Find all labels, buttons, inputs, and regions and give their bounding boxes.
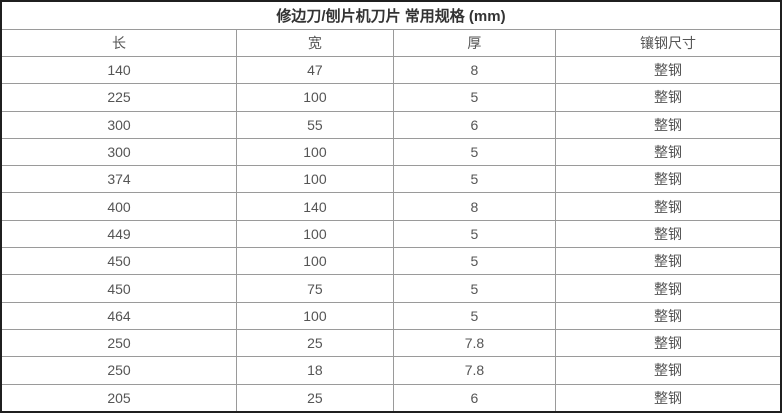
table-row: 300 100 5 整钢 [0,137,782,167]
cell-width: 55 [236,110,394,139]
cell-thickness: 6 [392,383,557,413]
cell-steel-size: 整钢 [555,192,782,221]
cell-width: 100 [236,83,394,112]
cell-steel-size: 整钢 [555,110,782,139]
table-row: 205 25 6 整钢 [0,383,782,413]
cell-steel-size: 整钢 [555,83,782,112]
cell-steel-size: 整钢 [555,356,782,385]
column-header-thickness: 厚 [392,29,557,57]
cell-width: 100 [236,137,394,167]
cell-steel-size: 整钢 [555,328,782,358]
cell-length: 464 [0,301,238,330]
column-header-length: 长 [0,29,238,57]
cell-length: 140 [0,55,238,85]
cell-length: 205 [0,383,238,413]
cell-length: 374 [0,165,238,194]
cell-thickness: 5 [392,274,557,303]
cell-steel-size: 整钢 [555,274,782,303]
cell-width: 18 [236,356,394,385]
cell-thickness: 5 [392,137,557,167]
column-header-width: 宽 [236,29,394,57]
cell-width: 100 [236,247,394,276]
cell-steel-size: 整钢 [555,55,782,85]
cell-thickness: 8 [392,55,557,85]
cell-thickness: 5 [392,83,557,112]
cell-width: 25 [236,383,394,413]
cell-thickness: 5 [392,219,557,249]
cell-length: 250 [0,328,238,358]
table-row: 374 100 5 整钢 [0,165,782,194]
cell-thickness: 5 [392,301,557,330]
table-row: 225 100 5 整钢 [0,83,782,112]
cell-width: 100 [236,301,394,330]
cell-width: 25 [236,328,394,358]
cell-thickness: 7.8 [392,328,557,358]
cell-length: 300 [0,137,238,167]
cell-width: 100 [236,165,394,194]
table-row: 400 140 8 整钢 [0,192,782,221]
cell-length: 400 [0,192,238,221]
table-header-row: 长 宽 厚 镶钢尺寸 [0,29,782,57]
cell-thickness: 6 [392,110,557,139]
table-row: 450 75 5 整钢 [0,274,782,303]
cell-thickness: 8 [392,192,557,221]
cell-length: 300 [0,110,238,139]
cell-length: 250 [0,356,238,385]
table-row: 250 25 7.8 整钢 [0,328,782,358]
table-title-row: 修边刀/刨片机刀片 常用规格 (mm) [1,1,781,30]
cell-length: 225 [0,83,238,112]
table-row: 450 100 5 整钢 [0,247,782,276]
cell-width: 100 [236,219,394,249]
table-row: 464 100 5 整钢 [0,301,782,330]
cell-length: 450 [0,274,238,303]
cell-steel-size: 整钢 [555,219,782,249]
cell-length: 450 [0,247,238,276]
cell-width: 75 [236,274,394,303]
cell-width: 47 [236,55,394,85]
table-row: 300 55 6 整钢 [0,110,782,139]
cell-length: 449 [0,219,238,249]
table-row: 140 47 8 整钢 [0,55,782,85]
column-header-steel-size: 镶钢尺寸 [555,29,782,57]
cell-steel-size: 整钢 [555,165,782,194]
cell-steel-size: 整钢 [555,247,782,276]
table-row: 449 100 5 整钢 [0,219,782,249]
cell-thickness: 5 [392,247,557,276]
cell-thickness: 5 [392,165,557,194]
cell-steel-size: 整钢 [555,301,782,330]
cell-steel-size: 整钢 [555,137,782,167]
table-row: 250 18 7.8 整钢 [0,356,782,385]
cell-thickness: 7.8 [392,356,557,385]
table-title: 修边刀/刨片机刀片 常用规格 (mm) [1,1,781,30]
cell-steel-size: 整钢 [555,383,782,413]
cell-width: 140 [236,192,394,221]
